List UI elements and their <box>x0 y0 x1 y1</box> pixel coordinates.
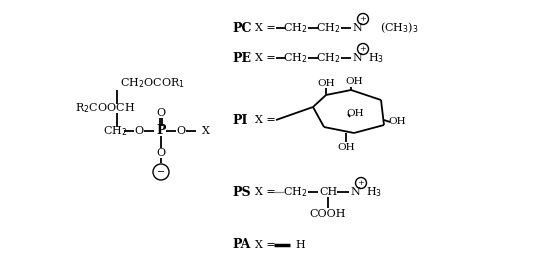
Text: N: N <box>350 187 360 197</box>
Text: O: O <box>157 148 166 158</box>
Text: CH$_2$: CH$_2$ <box>283 185 307 199</box>
Text: +: + <box>359 45 366 53</box>
Text: OH: OH <box>346 108 364 117</box>
Text: O: O <box>176 126 186 136</box>
Text: PE: PE <box>232 51 251 64</box>
Text: X =: X = <box>255 240 276 250</box>
Text: −: − <box>157 167 165 176</box>
Text: OH: OH <box>317 78 335 87</box>
Text: +: + <box>358 179 364 187</box>
Text: COOH: COOH <box>310 209 346 219</box>
Text: CH$_2$: CH$_2$ <box>316 51 340 65</box>
Text: OH: OH <box>388 117 406 126</box>
Text: R$_2$COOCH: R$_2$COOCH <box>75 101 135 115</box>
Text: CH$_2$: CH$_2$ <box>316 21 340 35</box>
Text: PI: PI <box>232 113 247 126</box>
Text: CH$_2$: CH$_2$ <box>283 21 307 35</box>
Text: CH$_2$: CH$_2$ <box>103 124 128 138</box>
Text: (CH$_3$)$_3$: (CH$_3$)$_3$ <box>380 21 419 35</box>
Text: X =: X = <box>255 23 276 33</box>
Text: H: H <box>295 240 305 250</box>
Text: OH: OH <box>337 143 355 152</box>
Text: PA: PA <box>232 238 250 251</box>
Text: X =: X = <box>255 187 276 197</box>
Text: OH: OH <box>345 77 363 86</box>
Text: N: N <box>352 23 362 33</box>
Text: H$_3$: H$_3$ <box>368 51 384 65</box>
Text: CH: CH <box>319 187 337 197</box>
Text: N: N <box>352 53 362 63</box>
Text: X: X <box>202 126 210 136</box>
Text: CH$_2$: CH$_2$ <box>283 51 307 65</box>
Text: X =: X = <box>255 53 276 63</box>
Text: P: P <box>156 125 166 138</box>
Text: CH$_2$OCOR$_1$: CH$_2$OCOR$_1$ <box>120 76 185 90</box>
Text: O: O <box>157 108 166 118</box>
Text: +: + <box>359 15 366 23</box>
Text: O: O <box>134 126 144 136</box>
Text: H$_3$: H$_3$ <box>366 185 382 199</box>
Text: PS: PS <box>232 186 251 198</box>
Text: X =: X = <box>255 115 276 125</box>
Text: PC: PC <box>232 21 251 34</box>
